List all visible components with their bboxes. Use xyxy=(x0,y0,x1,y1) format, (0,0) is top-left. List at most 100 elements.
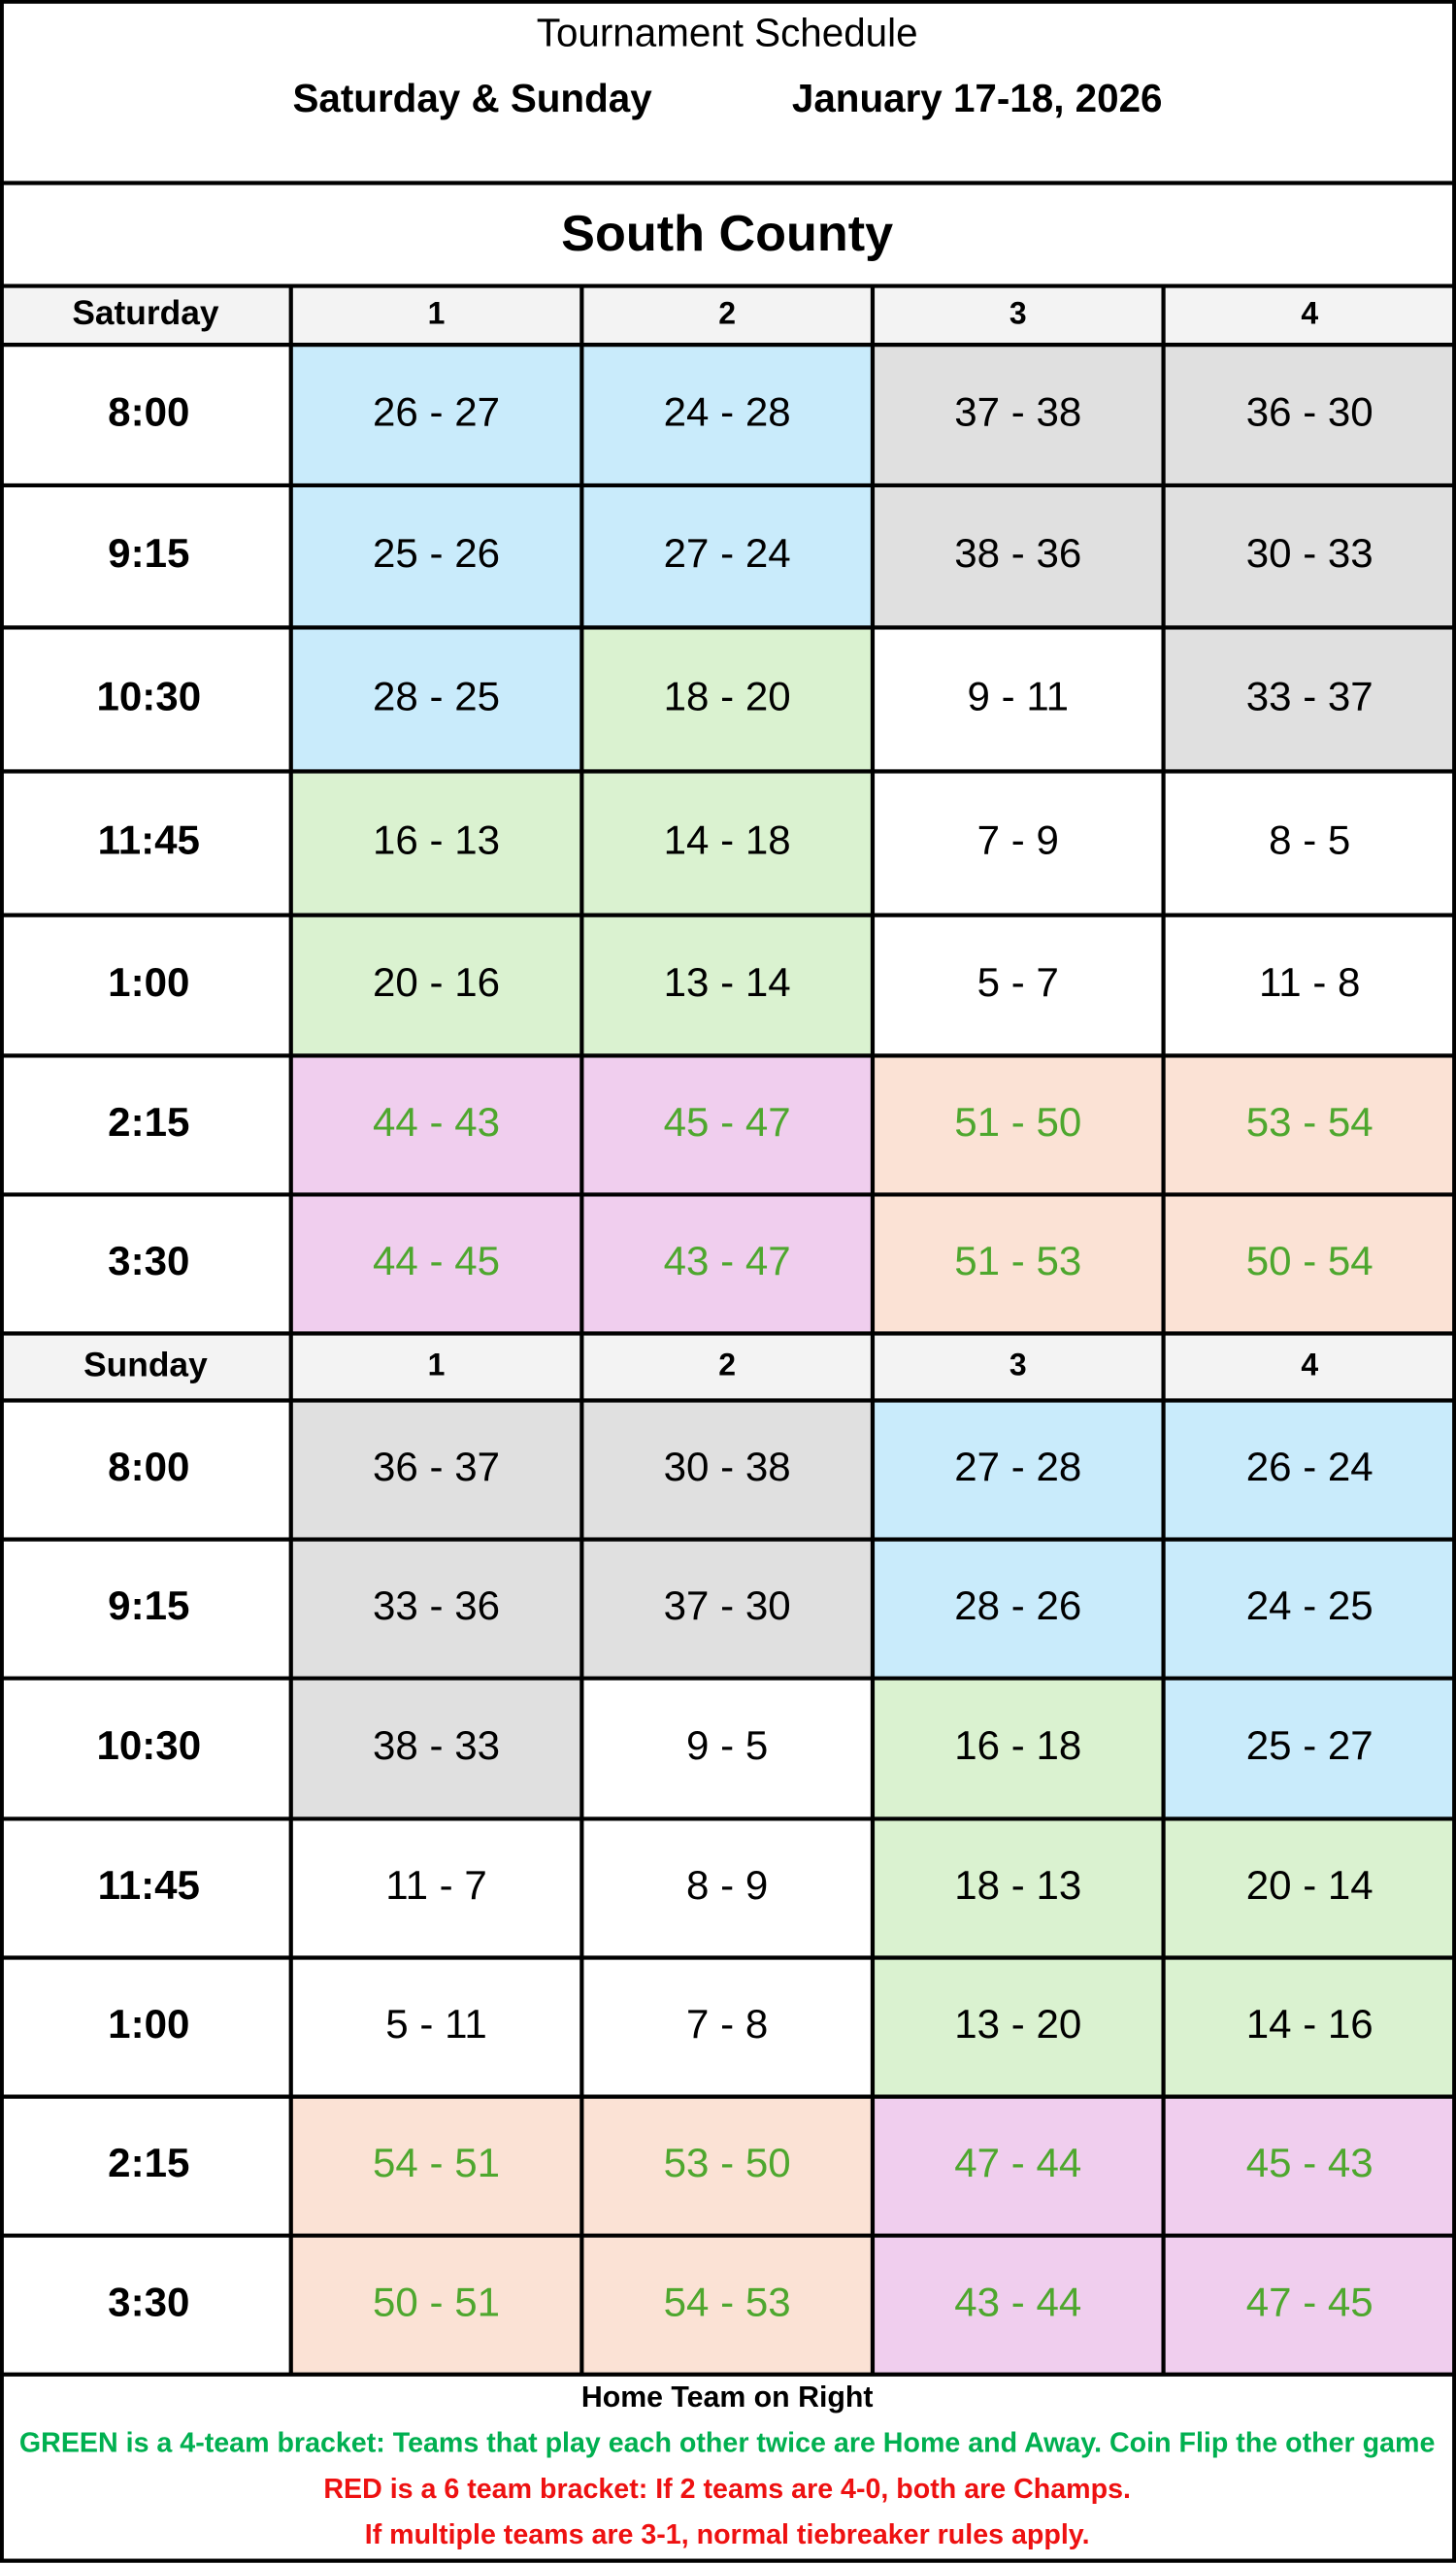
game-cell xyxy=(1163,345,1456,485)
game: 8 - 5 xyxy=(1269,817,1350,863)
column-label: 3 xyxy=(1009,1347,1027,1382)
game-cell xyxy=(290,345,582,485)
game-cell xyxy=(872,1957,1164,2097)
game: 14 - 16 xyxy=(1246,2001,1373,2047)
game: 13 - 14 xyxy=(664,959,791,1005)
game-cell xyxy=(1163,915,1456,1056)
game-cell xyxy=(872,915,1164,1056)
game: 9 - 5 xyxy=(686,1722,768,1768)
game-cell xyxy=(872,345,1164,485)
column-label: 2 xyxy=(718,295,736,330)
game: 36 - 30 xyxy=(1246,389,1373,435)
game: 33 - 37 xyxy=(1246,674,1373,719)
game-cell xyxy=(872,1539,1164,1679)
footer-note: RED is a 6 team bracket: If 2 teams are … xyxy=(323,2474,1131,2505)
game-cell xyxy=(1163,627,1456,772)
time: 2:15 xyxy=(108,2140,189,2185)
time: 1:00 xyxy=(108,2001,189,2047)
game-cell xyxy=(872,2235,1164,2375)
table: Saturday 1 2 3 4 8:00 26 - 27 24 - 28 37 - 38 36 … xyxy=(0,285,1456,2550)
footer-note: GREEN is a 4-team bracket: Teams that pl… xyxy=(19,2428,1435,2459)
game-cell xyxy=(1163,1400,1456,1540)
time: 11:45 xyxy=(98,1862,200,1908)
game: 53 - 54 xyxy=(1246,1099,1373,1145)
game-cell xyxy=(581,484,873,628)
game-cell xyxy=(581,1539,873,1679)
footer-note: If multiple teams are 3-1, normal tiebre… xyxy=(365,2519,1090,2550)
time: 8:00 xyxy=(108,389,189,435)
game-cell xyxy=(1163,2096,1456,2236)
game-cell xyxy=(290,1818,582,1958)
game: 16 - 13 xyxy=(373,817,500,863)
game: 27 - 28 xyxy=(954,1444,1081,1489)
game-cell xyxy=(1163,1818,1456,1958)
game-cell xyxy=(581,2096,873,2236)
game-cell xyxy=(290,1678,582,1819)
game: 14 - 18 xyxy=(664,817,791,863)
game-cell xyxy=(290,2235,582,2375)
game: 11 - 8 xyxy=(1259,959,1360,1005)
game: 5 - 11 xyxy=(385,2001,486,2047)
game: 44 - 43 xyxy=(373,1099,500,1145)
time: 9:15 xyxy=(108,530,189,576)
game: 7 - 8 xyxy=(686,2001,768,2047)
header-row xyxy=(0,1333,1456,1401)
game-cell xyxy=(872,1194,1164,1334)
game-cell xyxy=(581,2235,873,2375)
game: 37 - 30 xyxy=(664,1582,791,1628)
days: Saturday & Sunday xyxy=(292,76,652,120)
game-cell xyxy=(872,484,1164,628)
game: 51 - 50 xyxy=(954,1099,1081,1145)
game: 38 - 33 xyxy=(373,1722,500,1768)
game-cell xyxy=(1163,2235,1456,2375)
game-cell xyxy=(872,771,1164,916)
footer-note: Home Team on Right xyxy=(581,2381,874,2414)
time: 3:30 xyxy=(108,2279,189,2324)
game: 44 - 45 xyxy=(373,1238,500,1283)
game-cell xyxy=(290,484,582,628)
game: 28 - 25 xyxy=(373,674,500,719)
game: 18 - 20 xyxy=(664,674,791,719)
game: 25 - 26 xyxy=(373,530,500,576)
game: 47 - 45 xyxy=(1246,2279,1373,2324)
game: 27 - 24 xyxy=(664,530,791,576)
game: 24 - 25 xyxy=(1246,1582,1373,1628)
game: 26 - 27 xyxy=(373,389,500,435)
day-label: Sunday xyxy=(83,1346,208,1383)
game-cell xyxy=(290,2096,582,2236)
game: 37 - 38 xyxy=(954,389,1081,435)
game-cell xyxy=(581,1678,873,1819)
game: 8 - 9 xyxy=(686,1862,768,1908)
game-cell xyxy=(290,1400,582,1540)
game: 20 - 16 xyxy=(373,959,500,1005)
game-cell xyxy=(290,1194,582,1334)
game: 28 - 26 xyxy=(954,1582,1081,1628)
game-cell xyxy=(581,1055,873,1195)
column-label: 3 xyxy=(1009,295,1027,330)
game-cell xyxy=(872,1818,1164,1958)
game: 43 - 47 xyxy=(664,1238,791,1283)
column-label: 4 xyxy=(1301,295,1318,330)
game: 51 - 53 xyxy=(954,1238,1081,1283)
header-row xyxy=(0,285,1456,346)
game: 54 - 51 xyxy=(373,2140,500,2185)
column-label: 1 xyxy=(428,295,446,330)
game: 30 - 38 xyxy=(664,1444,791,1489)
game-cell xyxy=(581,915,873,1056)
game: 43 - 44 xyxy=(954,2279,1081,2324)
game-cell xyxy=(872,2096,1164,2236)
game: 26 - 24 xyxy=(1246,1444,1373,1489)
time: 3:30 xyxy=(108,1238,189,1283)
location: South County xyxy=(561,206,893,262)
time: 9:15 xyxy=(108,1582,189,1628)
game-cell xyxy=(1163,1539,1456,1679)
game: 45 - 47 xyxy=(664,1099,791,1145)
game: 38 - 36 xyxy=(954,530,1081,576)
game-cell xyxy=(1163,484,1456,628)
game: 36 - 37 xyxy=(373,1444,500,1489)
game-cell xyxy=(581,627,873,772)
game-cell xyxy=(581,1400,873,1540)
